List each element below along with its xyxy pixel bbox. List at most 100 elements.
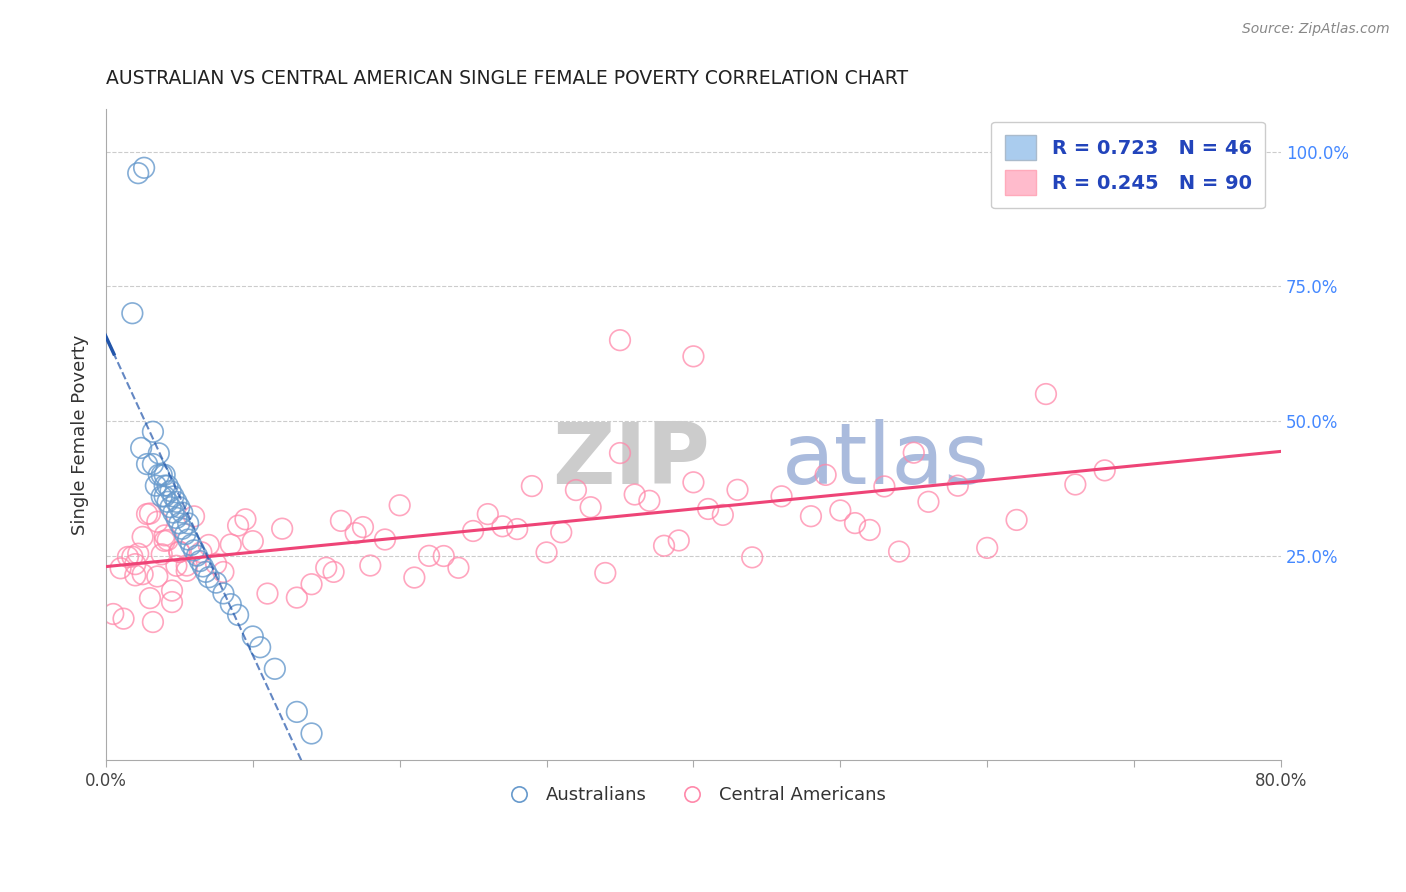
Point <box>197 570 219 584</box>
Point <box>146 569 169 583</box>
Point <box>565 483 588 497</box>
Point <box>127 166 149 180</box>
Point <box>145 478 167 492</box>
Point <box>917 495 939 509</box>
Point <box>461 524 484 538</box>
Point <box>121 306 143 320</box>
Point <box>205 557 228 571</box>
Point <box>638 493 661 508</box>
Point <box>162 506 184 520</box>
Point <box>404 570 426 584</box>
Point <box>191 559 214 574</box>
Point <box>652 539 675 553</box>
Point <box>188 554 211 568</box>
Point <box>103 607 125 621</box>
Point <box>146 515 169 529</box>
Point <box>256 586 278 600</box>
Point <box>477 507 499 521</box>
Point <box>129 441 152 455</box>
Point <box>550 525 572 540</box>
Point <box>112 612 135 626</box>
Point <box>859 523 882 537</box>
Point <box>946 478 969 492</box>
Point <box>117 549 139 564</box>
Point <box>172 522 194 536</box>
Point <box>153 490 176 504</box>
Point <box>169 545 191 559</box>
Point <box>226 518 249 533</box>
Point <box>131 530 153 544</box>
Point <box>212 586 235 600</box>
Point <box>190 545 212 559</box>
Point <box>322 565 344 579</box>
Point <box>1094 463 1116 477</box>
Point <box>160 595 183 609</box>
Point <box>623 487 645 501</box>
Point <box>150 490 173 504</box>
Point <box>873 479 896 493</box>
Point <box>142 615 165 629</box>
Point <box>844 516 866 530</box>
Point <box>418 549 440 563</box>
Point <box>139 591 162 606</box>
Point <box>976 541 998 555</box>
Point <box>800 509 823 524</box>
Point <box>131 567 153 582</box>
Point <box>136 457 159 471</box>
Point <box>682 349 704 363</box>
Point <box>285 705 308 719</box>
Point <box>263 662 285 676</box>
Point <box>159 483 181 498</box>
Point <box>160 583 183 598</box>
Point <box>177 533 200 547</box>
Point <box>169 500 191 515</box>
Point <box>301 726 323 740</box>
Point <box>194 565 217 579</box>
Point <box>903 445 925 459</box>
Point <box>770 489 793 503</box>
Point <box>315 560 337 574</box>
Point <box>536 545 558 559</box>
Text: AUSTRALIAN VS CENTRAL AMERICAN SINGLE FEMALE POVERTY CORRELATION CHART: AUSTRALIAN VS CENTRAL AMERICAN SINGLE FE… <box>105 69 908 87</box>
Point <box>197 538 219 552</box>
Point <box>727 483 749 497</box>
Point <box>142 457 165 471</box>
Point <box>447 561 470 575</box>
Point <box>887 544 910 558</box>
Point <box>159 500 181 515</box>
Point <box>682 475 704 490</box>
Point <box>124 568 146 582</box>
Point <box>180 538 202 552</box>
Point <box>374 533 396 547</box>
Point <box>176 558 198 573</box>
Point <box>150 467 173 482</box>
Point <box>242 630 264 644</box>
Point <box>153 467 176 482</box>
Point <box>344 526 367 541</box>
Point <box>156 533 179 547</box>
Text: Source: ZipAtlas.com: Source: ZipAtlas.com <box>1241 22 1389 37</box>
Point <box>148 467 170 482</box>
Point <box>249 640 271 655</box>
Point <box>139 507 162 521</box>
Point <box>186 549 208 563</box>
Point <box>183 509 205 524</box>
Point <box>121 549 143 564</box>
Point <box>153 478 176 492</box>
Legend: Australians, Central Americans: Australians, Central Americans <box>494 779 893 812</box>
Point <box>668 533 690 548</box>
Point <box>388 498 411 512</box>
Point <box>156 495 179 509</box>
Text: atlas: atlas <box>782 419 990 502</box>
Point <box>579 500 602 515</box>
Point <box>1005 513 1028 527</box>
Point <box>127 547 149 561</box>
Point <box>301 577 323 591</box>
Point <box>491 519 513 533</box>
Point <box>235 512 257 526</box>
Point <box>212 565 235 579</box>
Point <box>814 467 837 482</box>
Point <box>359 558 381 573</box>
Point <box>219 597 242 611</box>
Point <box>132 161 155 175</box>
